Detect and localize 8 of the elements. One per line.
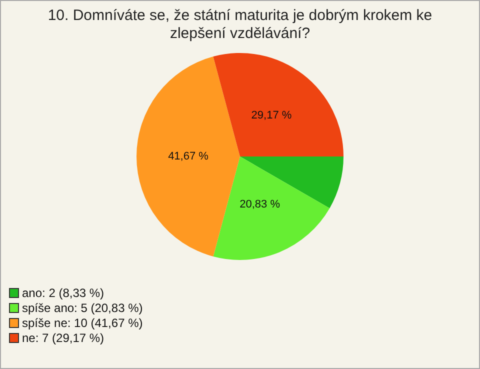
chart-title: 10. Domníváte se, že státní maturita je dobrým krokem ke zlepšení vzdělávání? xyxy=(46,7,434,43)
data-label: 41,67 % xyxy=(168,150,209,163)
legend-label: spíše ano: 5 (20,83 %) xyxy=(22,300,143,314)
legend-label: spíše ne: 10 (41,67 %) xyxy=(22,316,143,330)
data-label: 20,83 % xyxy=(240,198,280,210)
legend-label: ne: 7 (29,17 %) xyxy=(22,330,104,344)
legend-label: ano: 2 (8,33 %) xyxy=(22,286,104,300)
data-label: 29,17 % xyxy=(251,109,292,122)
